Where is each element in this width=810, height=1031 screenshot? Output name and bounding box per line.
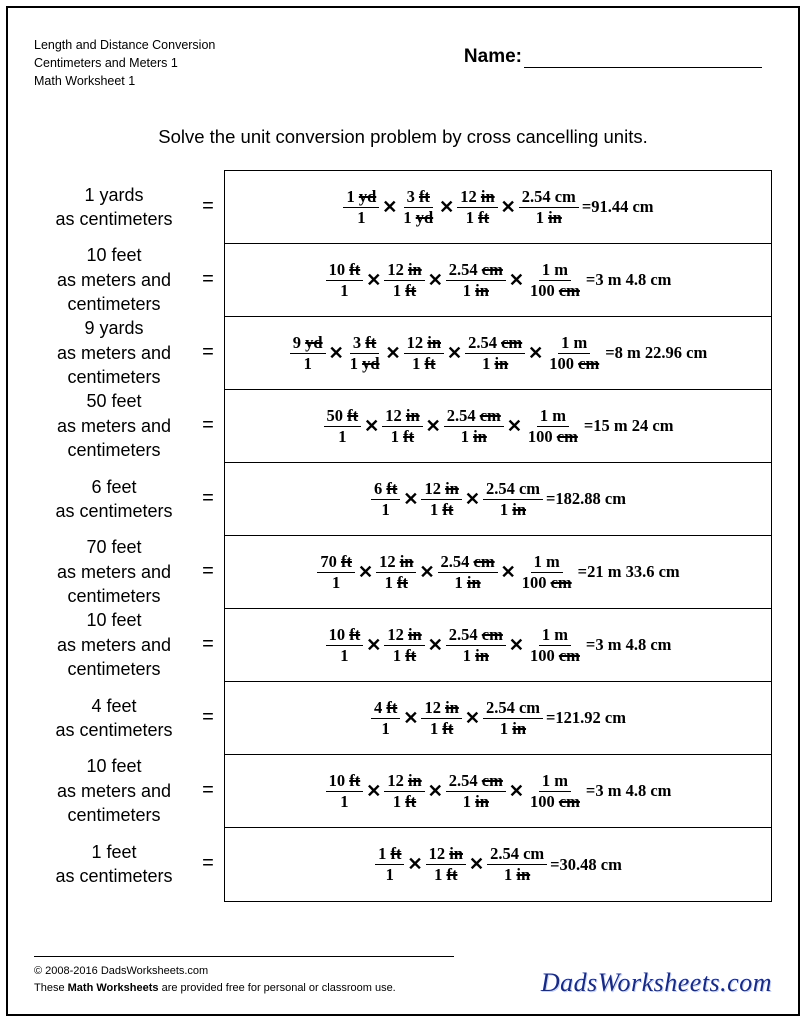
problem-work: 50 ft1✕12 in1 ft✕2.54 cm1 in✕1 m100 cm=1… (225, 390, 771, 463)
equals-sign: = (192, 754, 224, 827)
equals-sign: = (192, 535, 224, 608)
equals-sign: = (192, 389, 224, 462)
worksheet-page: Length and Distance Conversion Centimete… (6, 6, 800, 1016)
problem-label: 4 feetas centimeters (34, 681, 192, 754)
copyright-text: © 2008-2016 DadsWorksheets.com (34, 963, 454, 981)
equals-sign: = (192, 681, 224, 754)
brand-logo: DadsWorksheets.com (541, 968, 772, 998)
name-field: Name: (464, 46, 762, 68)
header: Length and Distance Conversion Centimete… (34, 36, 772, 90)
labels-and-equals: 1 yardsas centimeters10 feetas meters an… (34, 170, 224, 902)
problem-work: 1 yd1✕3 ft1 yd✕12 in1 ft✕2.54 cm1 in=91.… (225, 171, 771, 244)
equals-sign: = (192, 462, 224, 535)
problem-work: 6 ft1✕12 in1 ft✕2.54 cm1 in=182.88 cm (225, 463, 771, 536)
problem-label: 70 feetas meters andcentimeters (34, 535, 192, 608)
equals-sign: = (192, 608, 224, 681)
problem-label: 1 yardsas centimeters (34, 170, 192, 243)
equals-column: ========== (192, 170, 224, 902)
name-blank-line[interactable] (524, 67, 762, 68)
name-label: Name: (464, 46, 522, 67)
problem-work: 10 ft1✕12 in1 ft✕2.54 cm1 in✕1 m100 cm=3… (225, 609, 771, 682)
problem-work: 10 ft1✕12 in1 ft✕2.54 cm1 in✕1 m100 cm=3… (225, 244, 771, 317)
footer: © 2008-2016 DadsWorksheets.com These Mat… (34, 956, 772, 998)
problem-work: 9 yd1✕3 ft1 yd✕12 in1 ft✕2.54 cm1 in✕1 m… (225, 317, 771, 390)
meta-line-3: Math Worksheet 1 (34, 72, 215, 90)
problem-label: 10 feetas meters andcentimeters (34, 608, 192, 681)
problem-label: 10 feetas meters andcentimeters (34, 243, 192, 316)
labels-column: 1 yardsas centimeters10 feetas meters an… (34, 170, 192, 902)
equals-sign: = (192, 316, 224, 389)
problem-label: 1 feetas centimeters (34, 827, 192, 900)
problem-label: 9 yardsas meters andcentimeters (34, 316, 192, 389)
meta-line-2: Centimeters and Meters 1 (34, 54, 215, 72)
worksheet-grid: 1 yardsas centimeters10 feetas meters an… (34, 170, 772, 902)
problem-work: 1 ft1✕12 in1 ft✕2.54 cm1 in=30.48 cm (225, 828, 771, 901)
equals-sign: = (192, 170, 224, 243)
problem-work: 70 ft1✕12 in1 ft✕2.54 cm1 in✕1 m100 cm=2… (225, 536, 771, 609)
problem-work: 4 ft1✕12 in1 ft✕2.54 cm1 in=121.92 cm (225, 682, 771, 755)
problem-label: 50 feetas meters andcentimeters (34, 389, 192, 462)
instruction-text: Solve the unit conversion problem by cro… (34, 126, 772, 148)
footer-text: © 2008-2016 DadsWorksheets.com These Mat… (34, 956, 454, 998)
meta-line-1: Length and Distance Conversion (34, 36, 215, 54)
work-column: 1 yd1✕3 ft1 yd✕12 in1 ft✕2.54 cm1 in=91.… (224, 170, 772, 902)
problem-label: 6 feetas centimeters (34, 462, 192, 535)
equals-sign: = (192, 243, 224, 316)
header-meta: Length and Distance Conversion Centimete… (34, 36, 215, 90)
footer-note: These Math Worksheets are provided free … (34, 980, 454, 998)
problem-work: 10 ft1✕12 in1 ft✕2.54 cm1 in✕1 m100 cm=3… (225, 755, 771, 828)
problem-label: 10 feetas meters andcentimeters (34, 754, 192, 827)
equals-sign: = (192, 827, 224, 900)
